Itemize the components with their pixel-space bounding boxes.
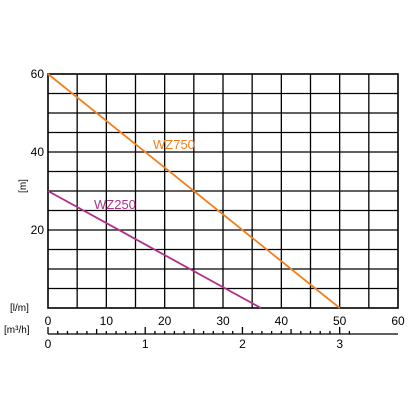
secondary-x-ticks xyxy=(47,327,351,334)
series-line-wz250 xyxy=(47,190,262,309)
y-tick-label: 40 xyxy=(31,145,45,159)
x-tick-label: 20 xyxy=(158,314,172,328)
x-tick-label: 30 xyxy=(216,314,230,328)
series-lines xyxy=(47,73,341,309)
y-tick-label: 20 xyxy=(31,223,45,237)
y-tick-label: 60 xyxy=(31,67,45,81)
x-tick-label: 50 xyxy=(333,314,347,328)
x-tick-label: 40 xyxy=(275,314,289,328)
x-tick-label: 10 xyxy=(100,314,114,328)
x-tick-label: 60 xyxy=(391,314,405,328)
y-axis-label: [m] xyxy=(18,179,29,193)
x-tick-label: 0 xyxy=(45,314,52,328)
x-axis-label-m3h: [m³/h] xyxy=(4,325,30,336)
x2-tick-label: 3 xyxy=(336,337,343,351)
x2-tick-label: 0 xyxy=(45,337,52,351)
grid xyxy=(48,74,398,308)
x2-tick-label: 2 xyxy=(239,337,246,351)
series-label-wz750: WZ750 xyxy=(153,137,195,152)
x2-tick-label: 1 xyxy=(142,337,149,351)
x-axis-label-lpm: [l/m] xyxy=(10,303,29,314)
series-label-wz250: WZ250 xyxy=(94,197,136,212)
series-line-wz750 xyxy=(47,73,341,309)
